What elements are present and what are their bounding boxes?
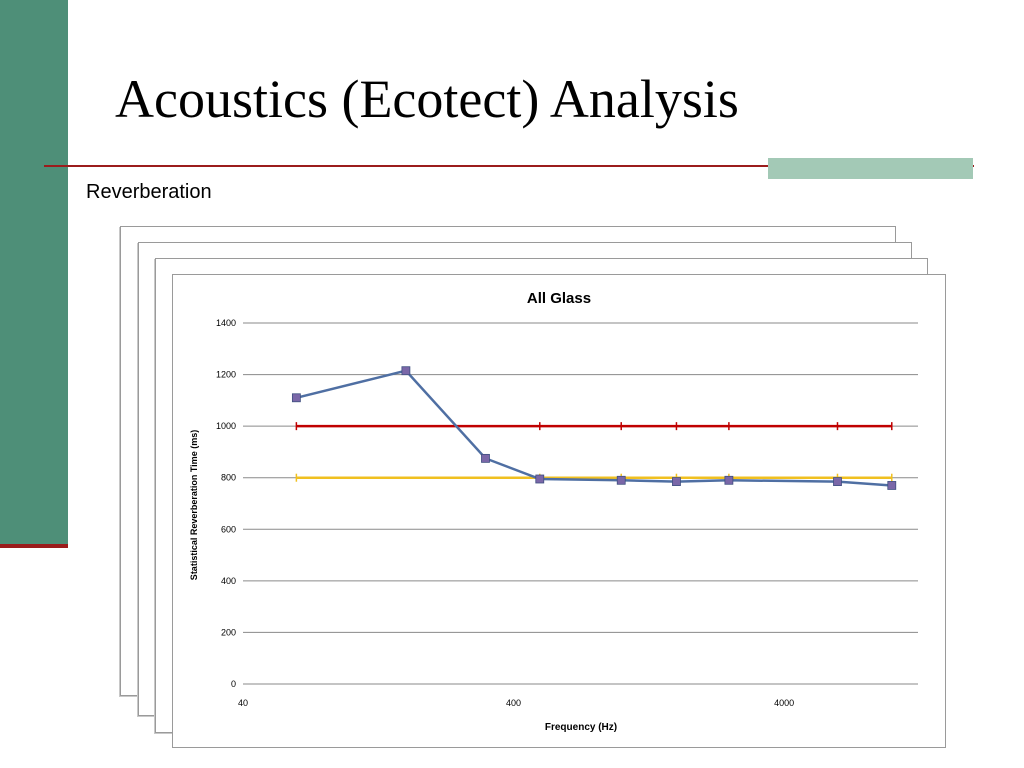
series-reverberation-line	[296, 369, 892, 487]
y-tick-label: 1400	[216, 318, 236, 328]
reverberation-chart: 0 200 400 600 800 1000 1200 1400 40 400 4000 All G…	[189, 290, 918, 733]
y-tick-label: 200	[221, 627, 236, 637]
data-point	[481, 453, 490, 463]
chart-title: All Glass	[527, 290, 591, 307]
y-tick-label: 400	[221, 576, 236, 586]
left-accent-rule	[0, 544, 68, 548]
data-point	[291, 393, 301, 403]
y-tick-label: 1000	[216, 421, 236, 431]
x-tick-label: 4000	[774, 698, 794, 708]
left-accent-bar	[0, 0, 68, 546]
axis-layer: 0 200 400 600 800 1000 1200 1400 40 400 4000	[216, 318, 918, 708]
y-axis-label: Statistical Reverberation Time (ms)	[189, 430, 199, 580]
series-layer	[291, 366, 897, 490]
slide-title: Acoustics (Ecotect) Analysis	[115, 69, 739, 129]
title-divider	[44, 165, 974, 167]
data-point	[724, 475, 734, 485]
y-tick-label: 600	[221, 524, 236, 534]
data-point	[535, 474, 545, 484]
x-tick-label: 40	[238, 698, 248, 708]
x-axis-label: Frequency (Hz)	[545, 722, 617, 733]
data-point	[401, 366, 411, 376]
y-tick-label: 800	[221, 473, 236, 483]
accent-block	[768, 158, 973, 179]
data-point	[833, 477, 842, 486]
data-point	[887, 481, 897, 490]
y-tick-label: 0	[231, 679, 236, 689]
slide-subtitle: Reverberation	[86, 181, 212, 203]
data-point	[672, 477, 681, 486]
y-tick-label: 1200	[216, 370, 236, 380]
x-tick-label: 400	[506, 698, 521, 708]
chart-card: 0 200 400 600 800 1000 1200 1400 40 400 4000 All G…	[172, 274, 946, 748]
data-point	[616, 475, 626, 485]
